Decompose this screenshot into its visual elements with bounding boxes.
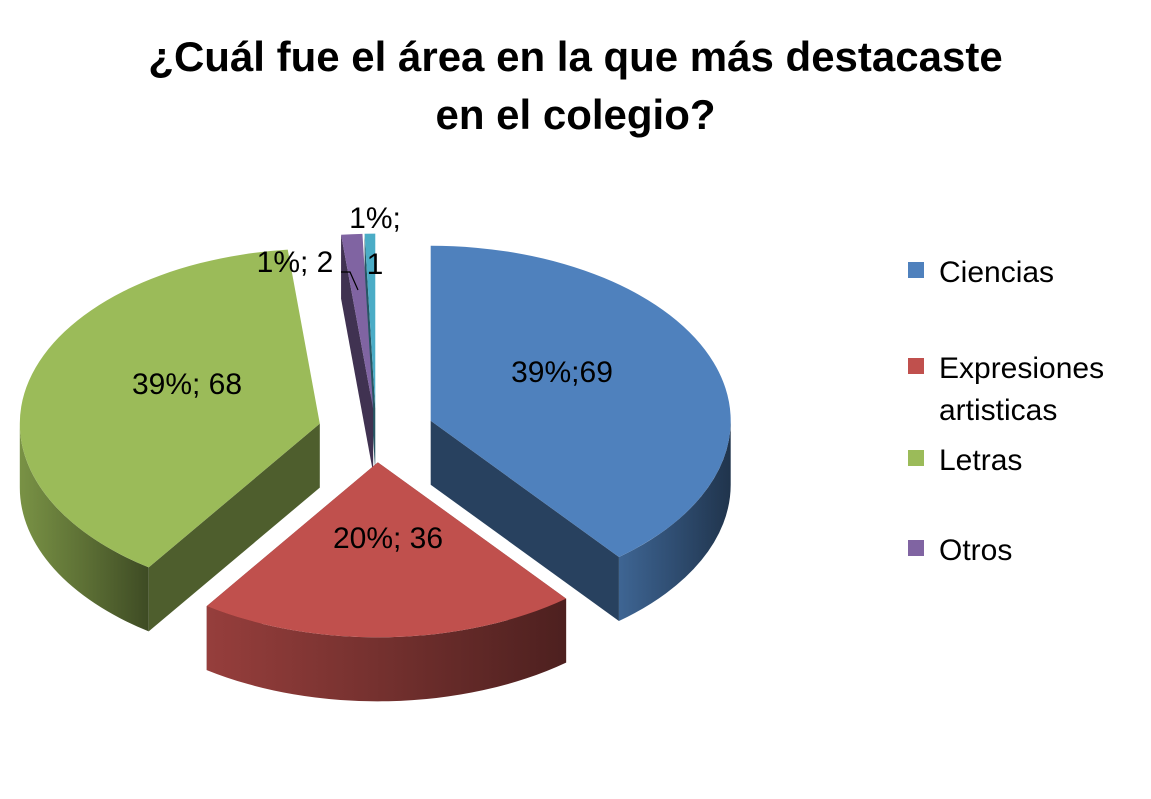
- legend-item: Ciencias: [908, 256, 1054, 289]
- slice-outer-wall: [618, 420, 731, 622]
- pie-slice: [206, 462, 567, 702]
- data-label: 1%; 1: [349, 202, 401, 281]
- legend-label: artisticas: [939, 394, 1057, 427]
- pie-slices: [19, 233, 731, 702]
- legend-label: Ciencias: [939, 256, 1054, 289]
- legend-item: Otros: [908, 534, 1012, 567]
- legend-swatch: [908, 450, 924, 466]
- slice-outer-wall: [206, 598, 567, 702]
- legend-label: Letras: [939, 444, 1022, 477]
- data-labels: 39%;69 20%; 36 39%; 68 1%; 2 1%; 1: [132, 202, 613, 555]
- chart-title-line-2: en el colegio?: [435, 91, 716, 138]
- pie-slice: [430, 245, 731, 622]
- slice-top-unnamed: [364, 233, 376, 409]
- legend-swatch: [908, 358, 924, 374]
- legend-label: Otros: [939, 534, 1012, 567]
- chart-title: ¿Cuál fue el área en la que más destacas…: [0, 28, 1151, 144]
- pie-slice: [19, 249, 320, 632]
- legend-label: Expresiones: [939, 352, 1104, 385]
- slice-outer-wall: [19, 423, 149, 632]
- slice-top-otros: [341, 233, 374, 409]
- chart-title-line-1: ¿Cuál fue el área en la que más destacas…: [148, 33, 1003, 80]
- data-label: 39%;69: [511, 356, 613, 389]
- data-label: 1%; 2: [257, 246, 334, 279]
- legend-item: Expresiones artisticas: [908, 352, 1104, 427]
- slice-top-letras: [19, 249, 320, 568]
- data-label: 20%; 36: [333, 522, 443, 555]
- legend-swatch: [908, 540, 924, 556]
- slice-side-wall: [341, 234, 374, 473]
- slice-top-expresiones-artisticas: [206, 462, 567, 638]
- slice-side-wall: [430, 420, 619, 622]
- leader-line: [341, 271, 359, 291]
- legend-swatch: [908, 262, 924, 278]
- slice-top-ciencias: [430, 245, 731, 558]
- slice-side-wall: [148, 423, 320, 632]
- legend-item: Letras: [908, 444, 1022, 477]
- legend: Ciencias Expresiones artisticas Letras Otros: [908, 256, 1104, 567]
- data-label: 39%; 68: [132, 368, 242, 401]
- pie-slice: [341, 233, 374, 473]
